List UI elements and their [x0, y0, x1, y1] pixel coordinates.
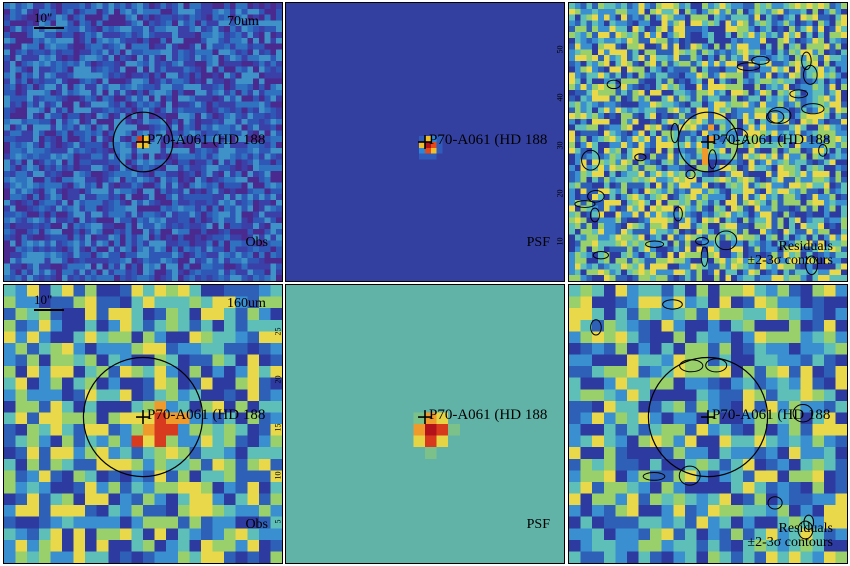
caption-line: ±2-3σ contours	[747, 253, 833, 269]
panel-caption: PSF	[527, 236, 550, 251]
tick-label: 25	[273, 327, 283, 336]
contour	[789, 89, 809, 99]
contour	[736, 62, 761, 71]
panel-caption: Residuals ±2-3σ contours	[747, 520, 833, 551]
tick-label: 20	[555, 189, 565, 198]
tick-label: 15	[273, 423, 283, 432]
scale-bar: 10"	[34, 292, 64, 311]
contour	[705, 358, 728, 373]
target-label: P70-A061 (HD 188	[712, 407, 831, 423]
caption-line: Residuals	[778, 238, 833, 254]
target-label: P70-A061 (HD 188	[712, 132, 831, 148]
overlay	[418, 135, 432, 149]
contour	[801, 51, 812, 71]
target-label: P70-A061 (HD 188	[429, 407, 548, 423]
target-label: P70-A061 (HD 188	[429, 132, 548, 148]
contour	[662, 299, 683, 310]
contour	[670, 122, 680, 144]
band-label: 70um	[227, 14, 259, 29]
target-label: P70-A061 (HD 188	[147, 407, 266, 423]
tick-label: 5	[273, 519, 283, 524]
contour	[708, 149, 717, 169]
overlay	[82, 356, 204, 478]
scale-bar-label: 10"	[34, 292, 53, 307]
overlay	[574, 51, 828, 276]
contour	[685, 169, 696, 180]
panel-70um-res: P70-A061 (HD 188 Residuals ±2-3σ contours	[568, 2, 848, 282]
caption-line: PSF	[526, 235, 550, 251]
overlay	[418, 410, 432, 424]
contour	[792, 404, 814, 423]
contour	[818, 144, 828, 157]
contour	[592, 251, 609, 260]
contour	[767, 496, 783, 510]
aperture-circle	[112, 111, 174, 173]
contour	[679, 359, 704, 373]
caption-line: PSF	[526, 517, 550, 533]
caption-line: Obs	[245, 517, 268, 533]
contour	[725, 127, 749, 145]
contour	[581, 149, 601, 171]
tick-label: 20	[273, 375, 283, 384]
tick-label: 30	[555, 141, 565, 150]
panel-caption: Obs	[245, 518, 268, 533]
panel-160um-psf: P70-A061 (HD 188 PSF	[285, 284, 565, 564]
contour	[700, 246, 709, 267]
panel-caption: PSF	[527, 518, 550, 533]
contour	[801, 103, 825, 115]
target-label: P70-A061 (HD 188	[147, 132, 266, 148]
panel-70um-psf: P70-A061 (HD 188 PSF 10 20 30 40 50	[285, 2, 565, 282]
panel-70um-obs: P70-A061 (HD 188 Obs 70um 10"	[3, 2, 283, 282]
axis-ticks: 5 10 15 20 25	[268, 285, 283, 563]
contour	[589, 207, 600, 223]
contour	[803, 514, 815, 530]
contour	[587, 190, 605, 203]
aperture-circle	[82, 356, 204, 478]
contour	[634, 153, 647, 162]
source-marker	[418, 410, 432, 424]
axis-ticks: 10 20 30 40 50	[550, 3, 565, 281]
contour	[673, 206, 683, 222]
overlay	[112, 111, 174, 173]
tick-label: 10	[555, 237, 565, 246]
contour	[803, 64, 818, 85]
tick-label: 10	[273, 471, 283, 480]
band-label: 160um	[227, 296, 266, 311]
contour	[797, 520, 814, 540]
contour	[678, 465, 701, 486]
contour	[751, 55, 770, 65]
scale-bar: 10"	[34, 10, 64, 29]
caption-line: Residuals	[778, 520, 833, 536]
scale-bar-label: 10"	[34, 10, 53, 25]
contour	[645, 240, 665, 248]
contour	[642, 472, 666, 481]
source-marker	[701, 135, 715, 149]
panel-160um-obs: P70-A061 (HD 188 Obs 160um 10" 5 10 15 20 25	[3, 284, 283, 564]
contour	[695, 236, 709, 246]
contour	[805, 255, 818, 276]
contour	[606, 79, 621, 90]
source-marker	[136, 410, 150, 424]
caption-line: Obs	[245, 235, 268, 251]
contour	[714, 230, 738, 251]
contour	[574, 200, 596, 208]
scale-bar-line	[34, 27, 64, 29]
panel-160um-res: P70-A061 (HD 188 Residuals ±2-3σ contours	[568, 284, 848, 564]
aperture-circle	[677, 111, 739, 173]
tick-label: 50	[555, 45, 565, 54]
source-marker	[418, 135, 432, 149]
tick-label: 40	[555, 93, 565, 102]
caption-line: ±2-3σ contours	[747, 535, 833, 551]
scale-bar-line	[34, 309, 64, 311]
contour	[767, 106, 792, 124]
aperture-circle	[647, 356, 769, 478]
panel-caption: Residuals ±2-3σ contours	[747, 238, 833, 269]
contour	[590, 319, 602, 336]
source-marker	[701, 410, 715, 424]
panel-caption: Obs	[245, 236, 268, 251]
overlay	[590, 299, 815, 540]
source-marker	[136, 135, 150, 149]
